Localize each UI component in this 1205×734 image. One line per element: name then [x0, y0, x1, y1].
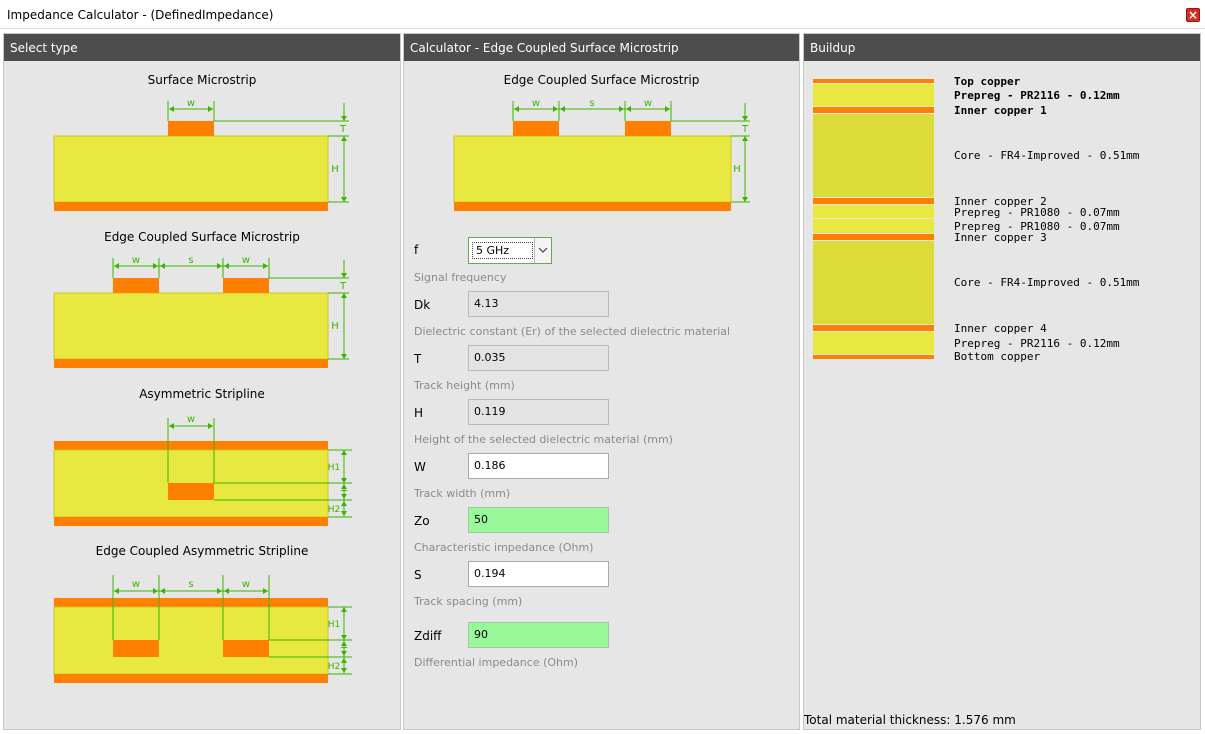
layer-label: Prepreg - PR2116 - 0.12mm	[954, 89, 1120, 102]
dim-t-label: T	[340, 646, 348, 657]
layer-label: Bottom copper	[954, 350, 1041, 363]
select-type-header: Select type	[4, 34, 400, 61]
dim-w-label: w	[644, 98, 652, 109]
dim-s-label: s	[589, 98, 594, 109]
t-label: T	[414, 352, 422, 366]
frequency-label: f	[414, 243, 419, 257]
layer-label: Prepreg - PR2116 - 0.12mm	[954, 337, 1120, 350]
zo-input[interactable]: 50	[468, 507, 609, 533]
layer-prepreg-1080-b[interactable]	[813, 219, 934, 233]
h-label: H	[414, 406, 424, 420]
h-field[interactable]: 0.119	[468, 399, 609, 425]
dim-s-label: s	[188, 255, 193, 266]
dim-w-label: w	[132, 579, 140, 590]
dim-h-label: H	[733, 164, 741, 175]
close-icon[interactable]: ×	[1186, 8, 1200, 22]
asymmetric-stripline-diagram: w H1 T H2	[53, 414, 352, 526]
layer-inner-copper-1[interactable]	[813, 107, 934, 113]
dk-label: Dk	[414, 298, 431, 312]
zdiff-help: Differential impedance (Ohm)	[414, 656, 579, 669]
zo-label: Zo	[414, 514, 430, 528]
buildup-panel: Buildup Top copper Prepreg - PR2116 - 0.…	[803, 33, 1201, 730]
layer-top-copper[interactable]	[813, 79, 934, 83]
zo-help: Characteristic impedance (Ohm)	[414, 541, 594, 554]
layer-label: Top copper	[954, 75, 1021, 88]
zdiff-label: Zdiff	[414, 629, 442, 643]
zdiff-input[interactable]: 90	[468, 622, 609, 648]
calculator-panel: Calculator - Edge Coupled Surface Micros…	[403, 33, 800, 730]
dim-h2-label: H2	[328, 505, 341, 515]
layer-core-2[interactable]	[813, 241, 934, 324]
dk-help: Dielectric constant (Er) of the selected…	[414, 325, 731, 338]
layer-label: Inner copper 2	[954, 195, 1047, 208]
layer-bottom-copper[interactable]	[813, 355, 934, 359]
dim-t-label: T	[340, 489, 348, 500]
total-thickness: Total material thickness: 1.576 mm	[804, 713, 1016, 727]
layer-label: Prepreg - PR1080 - 0.07mm	[954, 220, 1120, 233]
buildup-stack[interactable]	[813, 79, 938, 369]
dim-w-label: w	[242, 579, 250, 590]
dim-h-label: H	[331, 164, 339, 175]
title-bar: Impedance Calculator - (DefinedImpedance…	[0, 0, 1205, 29]
dim-w-label: w	[532, 98, 540, 109]
dim-h2-label: H2	[328, 662, 341, 672]
layer-label: Prepreg - PR1080 - 0.07mm	[954, 206, 1120, 219]
chevron-down-icon[interactable]	[534, 238, 551, 263]
layer-inner-copper-3[interactable]	[813, 234, 934, 240]
frequency-help: Signal frequency	[414, 271, 507, 284]
calculator-diagram-title: Edge Coupled Surface Microstrip	[503, 73, 700, 87]
layer-inner-copper-4[interactable]	[813, 325, 934, 331]
edge-coupled-surface-microstrip-diagram: w s w T H	[53, 255, 349, 368]
type-label: Asymmetric Stripline	[139, 387, 265, 401]
type-label: Surface Microstrip	[147, 73, 257, 87]
s-input[interactable]: 0.194	[468, 561, 609, 587]
dk-field[interactable]: 4.13	[468, 291, 609, 317]
dim-t-label: T	[339, 281, 347, 292]
dim-w-label: w	[242, 255, 250, 266]
dim-h-label: H	[331, 321, 339, 332]
layer-label: Inner copper 4	[954, 322, 1047, 335]
dim-h1-label: H1	[328, 463, 341, 473]
dim-w-label: w	[187, 414, 195, 425]
edge-coupled-asymmetric-stripline-diagram: w s w H1 T H2	[53, 575, 352, 683]
calculator-diagram: w s w T H	[453, 98, 750, 211]
surface-microstrip-diagram: w T H	[53, 98, 349, 211]
buildup-header: Buildup	[804, 34, 1200, 61]
layer-core-1[interactable]	[813, 114, 934, 197]
t-help: Track height (mm)	[414, 379, 515, 392]
dim-w-label: w	[132, 255, 140, 266]
layer-label: Inner copper 3	[954, 231, 1047, 244]
type-label: Edge Coupled Surface Microstrip	[104, 230, 300, 244]
layer-label: Inner copper 1	[954, 104, 1047, 117]
dim-t-label: T	[339, 124, 347, 135]
w-label: W	[414, 460, 426, 474]
window-title: Impedance Calculator - (DefinedImpedance…	[7, 8, 274, 22]
layer-prepreg-1080-a[interactable]	[813, 205, 934, 218]
w-input[interactable]: 0.186	[468, 453, 609, 479]
dim-w-label: w	[187, 98, 195, 109]
layer-label: Core - FR4-Improved - 0.51mm	[954, 149, 1140, 162]
s-label: S	[414, 568, 422, 582]
t-field[interactable]: 0.035	[468, 345, 609, 371]
layer-prepreg-bottom[interactable]	[813, 332, 934, 354]
h-help: Height of the selected dielectric materi…	[414, 433, 673, 446]
select-type-panel: Select type Surface Microstrip w T H	[3, 33, 401, 730]
dim-h1-label: H1	[328, 620, 341, 630]
dim-t-label: T	[741, 124, 749, 135]
layer-label: Core - FR4-Improved - 0.51mm	[954, 276, 1140, 289]
frequency-value: 5 GHz	[472, 242, 533, 259]
s-help: Track spacing (mm)	[414, 595, 523, 608]
type-label: Edge Coupled Asymmetric Stripline	[95, 544, 309, 558]
dim-s-label: s	[188, 579, 193, 590]
calculator-header: Calculator - Edge Coupled Surface Micros…	[404, 34, 799, 61]
layer-prepreg-top[interactable]	[813, 84, 934, 106]
frequency-select[interactable]: 5 GHz	[468, 237, 552, 264]
layer-inner-copper-2[interactable]	[813, 198, 934, 204]
w-help: Track width (mm)	[414, 487, 511, 500]
